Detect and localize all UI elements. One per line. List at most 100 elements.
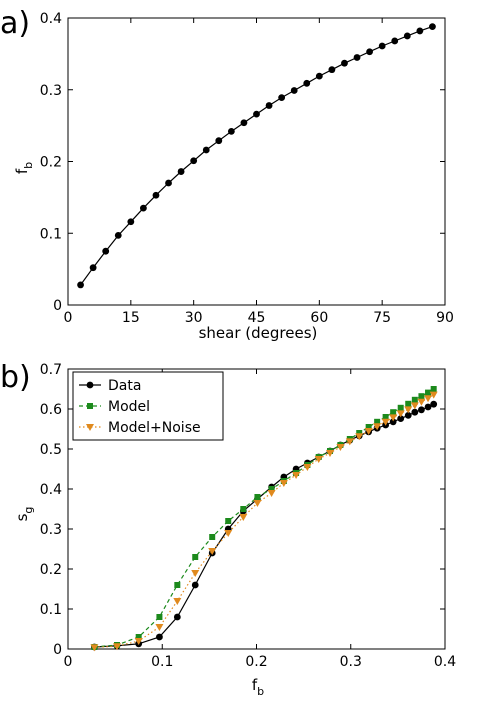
panel-b-data-point [411,408,419,416]
legend-data-label: Data [108,378,141,394]
panel-b-model-point [268,486,275,492]
panel-b-y-tick-label: 0.4 [40,482,62,498]
panel-a-y-axis-label: f [13,168,31,174]
panel-b-model-point [254,494,261,500]
panel-a-series-point [165,179,172,187]
panel-a-series-point [378,42,386,50]
panel-a-series-point [102,247,110,255]
panel-a-y-tick-label: 0.2 [40,155,62,171]
panel-a-series-point [253,110,260,118]
panel-a-series-point [177,168,185,175]
panel-b-data-line [94,403,434,648]
panel-b-x-axis-label-group: fb [252,676,264,698]
panel-a-series-point [265,102,273,109]
panel-b-model-point [374,418,381,425]
panel-a-series-point [328,66,336,74]
panel-b-y-tick-label: 0.6 [40,402,62,418]
panel-a-series-point [127,218,135,226]
panel-a-x-ticks: 0 15 30 45 60 75 90 [64,18,454,326]
panel-b-series [90,386,438,652]
panel-b-y-ticks: 0 0.1 0.2 0.3 0.4 0.5 0.6 0.7 [40,362,445,658]
panel-b-data-point [430,400,438,408]
legend-box [72,371,224,441]
panel-b-y-tick-label: 0.2 [40,562,62,578]
svg-text:sg: sg [13,507,35,522]
panel-a-series-line [80,26,433,286]
panel-b-model-point [192,554,199,560]
panel-b-model-point [209,534,216,540]
panel-b-model-point [156,614,163,620]
panel-a-x-tick-label: 0 [64,310,73,326]
panel-a-letter: a) [0,6,30,41]
panel-b-model-noise-point [303,464,312,471]
panel-a-y-axis-subscript: b [22,162,35,169]
panel-b-y-tick-label: 0.3 [40,522,62,538]
panel-a-y-tick-label: 0.4 [40,11,62,27]
panel-a-series-point [278,94,286,102]
panel-b-model-noise-point [336,444,345,451]
panel-a-series-point [152,191,160,199]
panel-b-model-noise-point [173,598,182,605]
panel-a-series [77,23,436,289]
panel-a-series-point [77,281,84,289]
legend-model-marker [87,403,93,409]
panel-a-series-point [429,23,436,31]
legend-model-noise-label: Model+Noise [108,420,201,436]
panel-b-model-noise-point [239,514,248,521]
panel-a-series-point [341,59,348,67]
panel-b-x-ticks: 0 0.1 0.2 0.3 0.4 [64,369,456,670]
panel-b-model-point [411,396,418,403]
panel-b-model-noise-point [396,410,405,418]
panel-b-y-tick-label: 0 [53,642,62,658]
panel-b-data-point [156,633,163,641]
panel-b-model-noise-point [410,402,419,410]
panel-b-model-noise-point [355,433,364,441]
panel-a-series-point [315,72,323,80]
panel-b-y-tick-label: 0.5 [40,442,62,458]
panel-a-series-point [416,27,424,35]
legend-data-marker [86,381,94,389]
panel-b-y-tick-label: 0.1 [40,602,62,618]
svg-text:fb: fb [252,676,264,698]
panel-a-x-tick-label: 75 [373,310,391,326]
panel-b-model-point [174,582,181,588]
legend-model-label: Model [108,399,150,415]
panel-b-model-noise-point [208,548,217,555]
panel-a-x-tick-label: 45 [248,310,266,326]
panel-a-series-point [403,32,411,40]
panel-b-model-point [135,634,142,640]
panel-b-x-tick-label: 0.1 [151,654,173,670]
panel-b-data-point [424,403,432,411]
panel-b-model-noise-point [389,414,398,422]
panel-b: b) 0 0.1 0.2 0.3 0.4 00.10.20.30.40.50.60.7 … [0,360,456,698]
panel-b-model-noise-point [314,456,323,463]
panel-a-series-point [353,54,361,61]
panel-a-series-point [190,157,198,165]
panel-b-x-axis-label: f [252,676,258,694]
panel-b-y-axis-label: s [13,513,31,521]
panel-b-y-axis-label-group: sg [13,507,35,522]
panel-b-model-noise-point [424,395,433,403]
panel-a-x-tick-label: 15 [122,310,140,326]
panel-b-x-tick-label: 0.2 [245,654,267,670]
panel-a-series-point [303,79,311,87]
panel-b-data-point [418,406,425,414]
panel-a-series-point [114,232,122,239]
legend-model-noise-marker [86,424,94,431]
panel-a-series-point [366,48,373,56]
panel-b-model-point [225,518,232,524]
panel-b-x-tick-label: 0.3 [340,654,362,670]
panel-b-model-noise-point [292,472,301,479]
panel-b-model-point [418,393,425,400]
panel-b-y-tick-label: 0.7 [40,362,62,378]
panel-b-model-noise-point [429,391,438,399]
panel-a: a) 0 15 30 45 60 75 90 0 0.1 0.2 0.3 0.4 shear (de… [0,6,454,342]
panel-a-series-point [290,87,298,94]
panel-b-model-noise-point [326,450,335,457]
panel-a-x-axis-label: shear (degrees) [199,324,318,342]
legend-items: Data Model Model+Noise [79,378,201,436]
panel-b-model-noise-point [381,418,390,426]
panel-b-model-point [356,430,363,436]
panel-a-x-tick-label: 60 [310,310,328,326]
